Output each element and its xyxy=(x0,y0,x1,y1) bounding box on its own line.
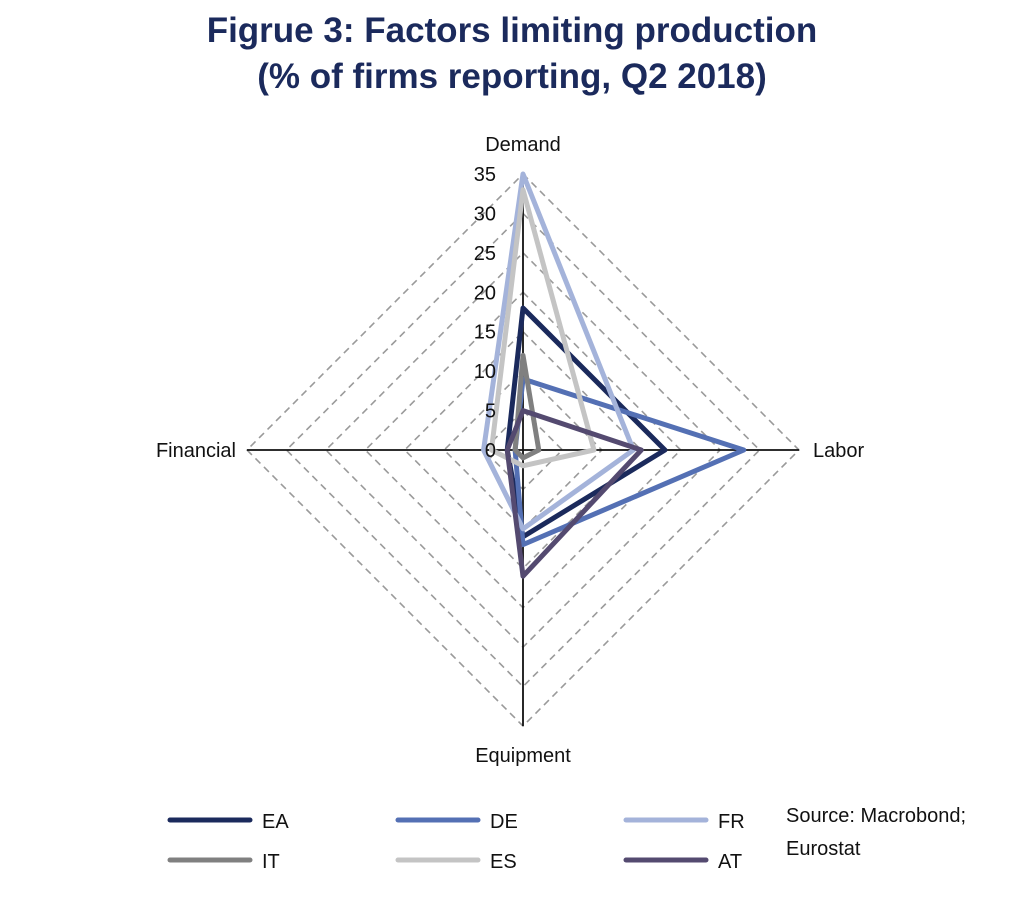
tick-label: 35 xyxy=(474,164,496,186)
tick-label: 30 xyxy=(474,203,496,225)
tick-label: 0 xyxy=(485,440,496,462)
legend-label-it: IT xyxy=(262,851,280,873)
legend-label-ea: EA xyxy=(262,811,289,833)
legend: EA DE FR IT ES AT xyxy=(167,811,745,873)
axes-layer xyxy=(247,174,799,726)
legend-label-de: DE xyxy=(490,811,518,833)
title-line-2: (% of firms reporting, Q2 2018) xyxy=(257,57,767,96)
tick-label: 15 xyxy=(474,322,496,344)
legend-label-fr: FR xyxy=(718,811,745,833)
tick-label: 20 xyxy=(474,282,496,304)
series-it xyxy=(512,352,542,461)
axis-label-financial: Financial xyxy=(156,440,236,462)
axis-label-labor: Labor xyxy=(813,440,864,462)
chart-title: Figrue 3: Factors limiting production (%… xyxy=(0,8,1024,100)
legend-label-at: AT xyxy=(718,851,742,873)
source-line-1: Source: Macrobond; xyxy=(786,805,967,827)
series-at xyxy=(504,408,644,579)
source-note: Source: Macrobond; Eurostat xyxy=(786,800,1016,866)
labels-layer: 0 5 10 15 20 25 30 35 Demand Labor Equipment Financ… xyxy=(156,134,865,767)
tick-label: 10 xyxy=(474,361,496,383)
axis-label-equipment: Equipment xyxy=(475,745,571,767)
series-fr xyxy=(481,171,636,532)
series-es xyxy=(488,187,597,469)
axis-label-demand: Demand xyxy=(485,134,561,156)
grid-ring xyxy=(443,370,603,530)
tick-label: 5 xyxy=(485,401,496,423)
legend-label-es: ES xyxy=(490,851,517,873)
title-line-1: Figrue 3: Factors limiting production xyxy=(206,11,818,50)
series-layer xyxy=(481,171,747,579)
source-line-2: Eurostat xyxy=(786,838,861,860)
tick-label: 25 xyxy=(474,243,496,265)
grid-ring xyxy=(403,330,643,570)
